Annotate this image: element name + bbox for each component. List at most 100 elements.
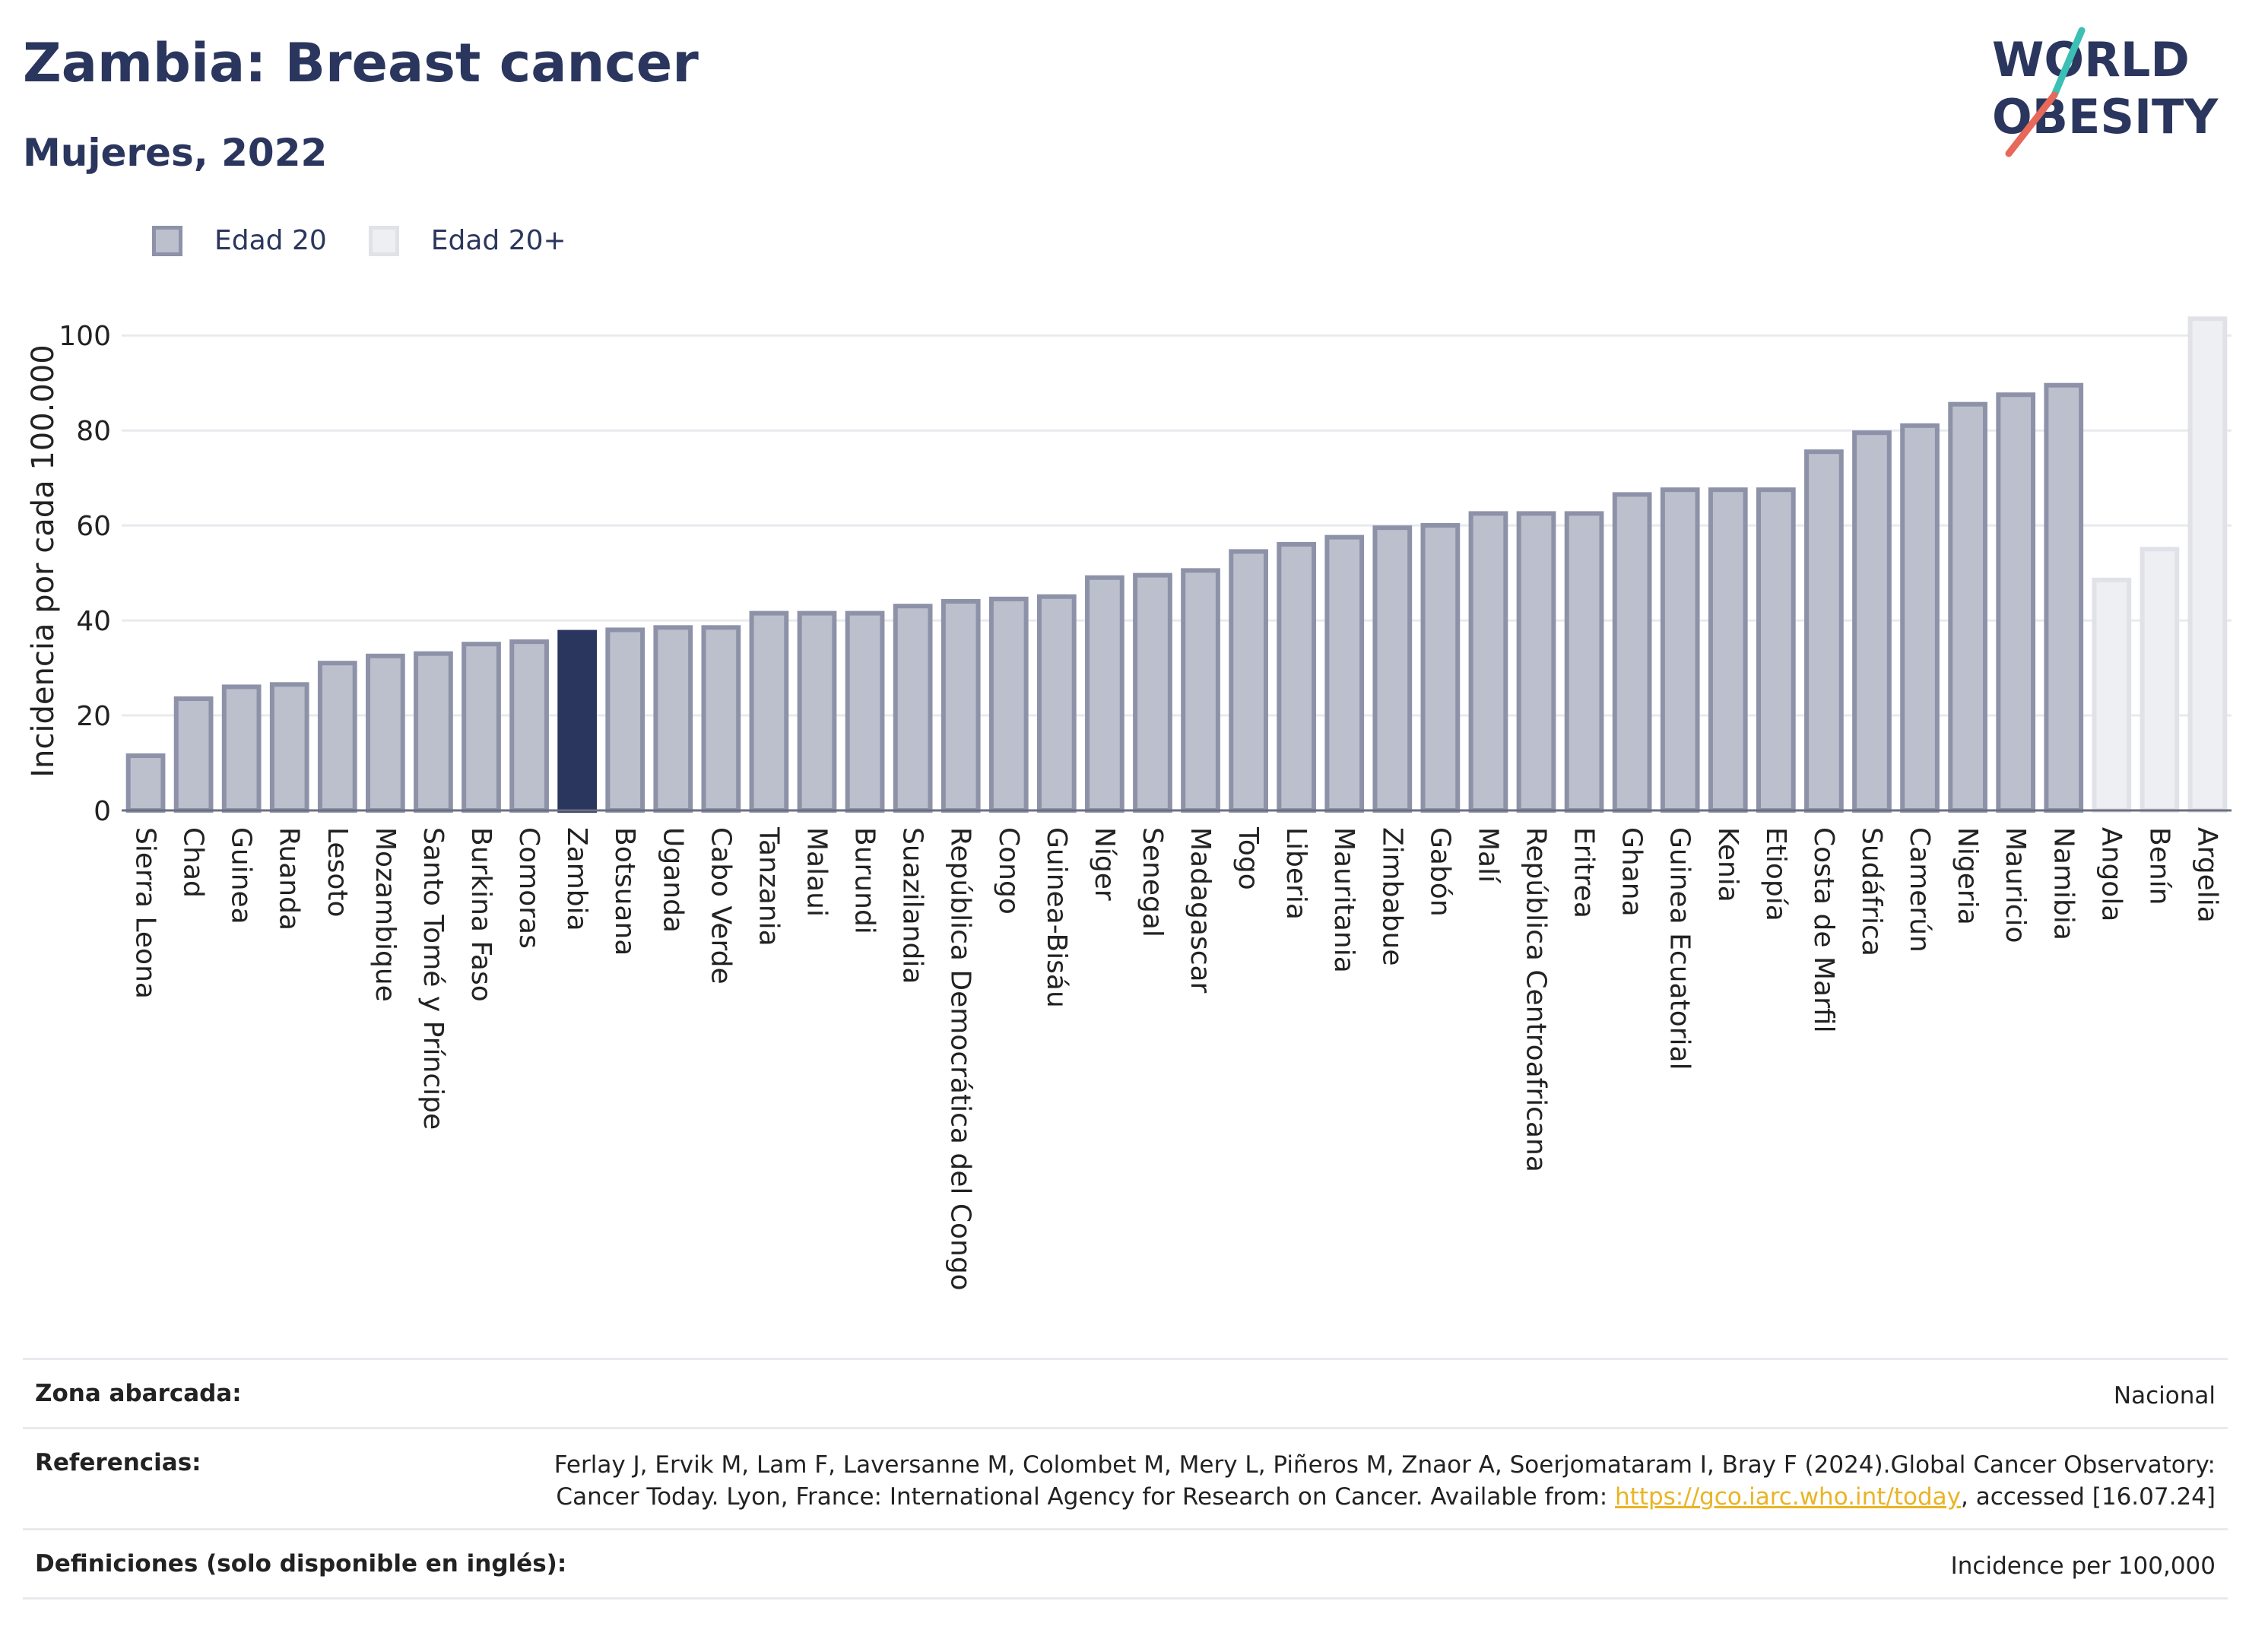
bar-congo (988, 596, 1029, 813)
x-tick-label: Liberia (1280, 827, 1312, 920)
x-tick-label: Ruanda (274, 827, 305, 931)
bar-uganda (653, 625, 693, 813)
x-tick-label: Suazilandia (897, 827, 928, 984)
definitions-value: Incidence per 100,000 (1950, 1552, 2216, 1580)
x-tick-label: República Democrática del Congo (945, 827, 976, 1291)
metadata-table: Zona abarcada: Nacional Referencias: Fer… (23, 1358, 2228, 1600)
x-tick-label: Costa de Marfil (1808, 827, 1839, 1033)
bar-cabo-verde (701, 625, 741, 813)
x-tick-label: Congo (993, 827, 1024, 915)
x-tick-label: Namibia (2048, 827, 2079, 940)
definitions-row: Definiciones (solo disponible en inglés)… (23, 1528, 2228, 1600)
y-tick-label: 80 (76, 416, 111, 447)
bar-mali (1468, 511, 1508, 813)
x-tick-label: Níger (1089, 827, 1120, 901)
y-tick-label: 0 (94, 796, 111, 827)
x-tick-label: Ghana (1616, 827, 1648, 917)
legend-swatch-edad-20 (152, 225, 182, 256)
svg-text:OBESITY: OBESITY (1992, 89, 2219, 144)
y-axis-label: Incidencia por cada 100.000 (26, 344, 61, 778)
definitions-label: Definiciones (solo disponible en inglés)… (35, 1550, 567, 1577)
bar-liberia (1277, 542, 1317, 813)
references-text: Ferlay J, Ervik M, Lam F, Laversanne M, … (554, 1451, 2216, 1511)
x-tick-label: Uganda (657, 827, 688, 933)
x-tick-label: Etiopía (1760, 827, 1791, 921)
references-value: Ferlay J, Ervik M, Lam F, Laversanne M, … (467, 1449, 2216, 1513)
bar-kenia (1708, 487, 1748, 813)
x-tick-label: Burkina Faso (465, 827, 496, 1002)
bar-camerun (1900, 423, 1940, 813)
x-tick-label: Kenia (1712, 827, 1743, 902)
bar-guinea-ecuatorial (1660, 487, 1700, 813)
legend-item-edad-20-plus: Edad 20+ (368, 225, 566, 256)
x-tick-label: Malaui (801, 827, 832, 917)
x-tick-label: Mauricio (2000, 827, 2031, 943)
bar-eritrea (1564, 511, 1604, 813)
bar-benin (2140, 547, 2180, 813)
bar-etiopia (1756, 487, 1796, 813)
y-tick-label: 20 (76, 701, 111, 732)
x-tick-label: Nigeria (1952, 827, 1983, 925)
bar-sudafrica (1852, 430, 1892, 813)
bar-malaui (797, 610, 837, 813)
page-subtitle: Mujeres, 2022 (23, 131, 328, 175)
x-tick-label: Zimbabue (1376, 827, 1407, 966)
references-suffix: , accessed [16.07.24] (1960, 1483, 2216, 1511)
bar-angola (2092, 577, 2132, 813)
bar-zambia (557, 629, 598, 813)
x-tick-label: Togo (1232, 826, 1264, 890)
x-tick-label: Guinea Ecuatorial (1664, 827, 1695, 1070)
y-tick-label: 40 (76, 606, 111, 637)
x-tick-label: Mauritania (1328, 827, 1359, 973)
references-label: Referencias: (35, 1449, 201, 1476)
x-tick-label: Cabo Verde (705, 827, 736, 985)
bar-burundi (845, 610, 885, 813)
bar-namibia (2044, 382, 2084, 813)
bar-sierra-leona (125, 753, 166, 813)
x-tick-label: Sudáfrica (1856, 827, 1887, 956)
x-tick-label: Benín (2143, 827, 2174, 905)
x-tick-label: Eritrea (1569, 827, 1600, 918)
page-title: Zambia: Breast cancer (23, 32, 699, 94)
coverage-row: Zona abarcada: Nacional (23, 1358, 2228, 1427)
bar-madagascar (1181, 568, 1220, 813)
x-tick-label: Tanzania (753, 826, 784, 946)
y-tick-label: 100 (59, 321, 111, 352)
category-labels: Sierra Leona Chad Guinea Ruanda Lesoto Mozamb… (130, 826, 2223, 1291)
x-tick-label: Senegal (1137, 827, 1168, 937)
svg-text:WORLD: WORLD (1992, 32, 2190, 87)
bar-nigeria (1948, 401, 1987, 813)
bar-ruanda (269, 682, 309, 813)
x-tick-label: Madagascar (1185, 827, 1216, 994)
bar-tanzania (749, 610, 789, 813)
legend-item-edad-20: Edad 20 (152, 225, 327, 256)
bar-ghana (1612, 492, 1652, 813)
bar-togo (1229, 549, 1268, 813)
bar-comoras (509, 639, 549, 813)
x-tick-label: Chad (178, 827, 209, 898)
y-tick-label: 60 (76, 511, 111, 542)
x-tick-label: Malí (1472, 827, 1503, 883)
bar-suazilandia (893, 604, 933, 813)
bar-guinea-bisau (1036, 594, 1077, 813)
x-tick-label: Sierra Leona (130, 827, 161, 999)
bar-botsuana (605, 627, 646, 813)
references-link[interactable]: https://gco.iarc.who.int/today (1615, 1483, 1961, 1511)
x-tick-label: Gabón (1424, 827, 1455, 917)
coverage-label: Zona abarcada: (35, 1380, 242, 1407)
bar-guinea (221, 684, 262, 813)
bar-costa-de-marfil (1804, 449, 1844, 813)
chart-legend: Edad 20 Edad 20+ (152, 225, 608, 256)
x-tick-label: Argelia (2191, 827, 2222, 923)
x-tick-label: Lesoto (322, 827, 353, 918)
bar-mauricio (1996, 392, 2036, 813)
x-tick-label: Burundi (849, 827, 880, 934)
world-obesity-logo: WORLD OBESITY (1992, 27, 2219, 157)
bar-chad (173, 696, 214, 813)
bar-mauritania (1324, 534, 1365, 813)
x-tick-label: Guinea-Bisáu (1041, 827, 1072, 1008)
x-tick-label: República Centroafricana (1521, 827, 1552, 1172)
x-tick-label: Zambia (561, 827, 592, 931)
